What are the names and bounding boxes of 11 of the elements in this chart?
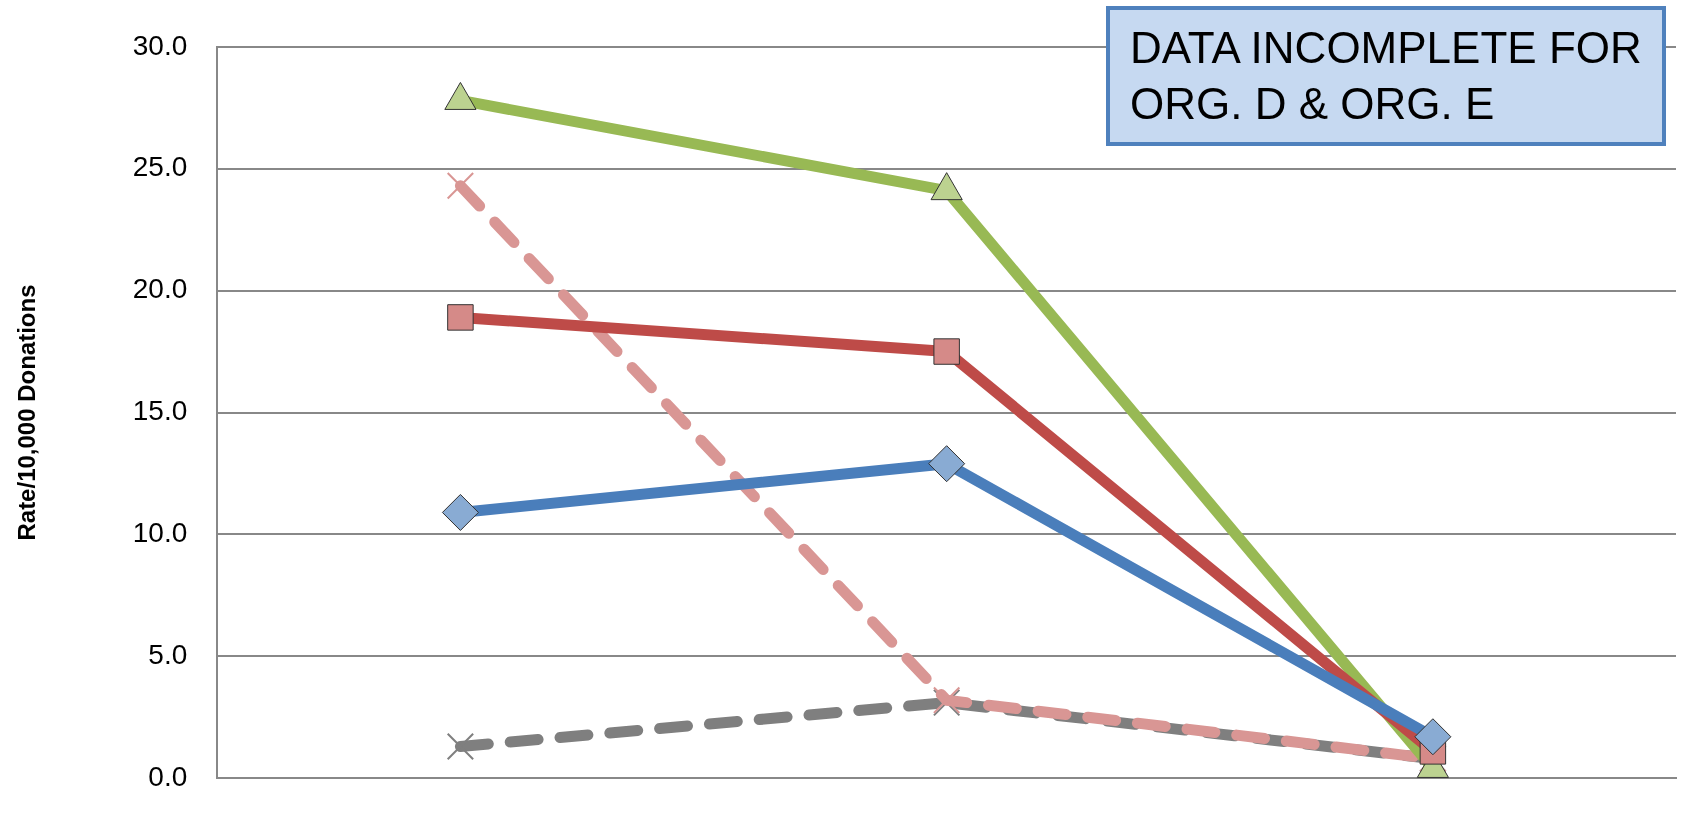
y-tick-label: 20.0 [132, 273, 188, 305]
annotation: DATA INCOMPLETE FOR ORG. D & ORG. E [1106, 6, 1666, 146]
point [446, 732, 475, 761]
y-tick-label: 10.0 [132, 517, 188, 549]
point [446, 172, 475, 200]
y-axis-title: Rate/10,000 Donations [13, 284, 41, 541]
y-tick-label: 5.0 [148, 639, 188, 671]
y-tick-label: 0.0 [148, 760, 188, 792]
y-tick-label: 30.0 [132, 29, 188, 61]
y-tick-label: 15.0 [132, 395, 188, 427]
y-tick-label: 25.0 [132, 151, 188, 183]
